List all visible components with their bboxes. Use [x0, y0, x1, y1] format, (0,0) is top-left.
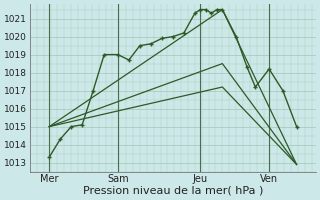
X-axis label: Pression niveau de la mer( hPa ): Pression niveau de la mer( hPa ): [83, 186, 263, 196]
